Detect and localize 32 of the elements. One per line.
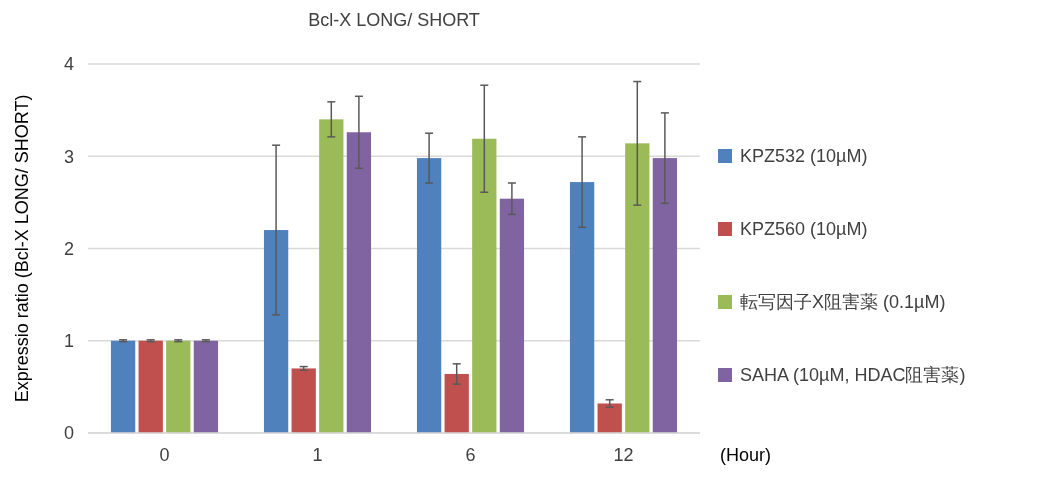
bar xyxy=(499,198,525,433)
y-tick-label: 2 xyxy=(63,238,74,259)
bar xyxy=(193,340,219,433)
x-axis-title: (Hour) xyxy=(720,445,772,465)
x-tick-label: 0 xyxy=(159,445,170,465)
bar xyxy=(416,158,442,433)
bar xyxy=(291,368,316,433)
y-tick-label: 4 xyxy=(63,54,74,75)
bar xyxy=(625,143,650,433)
y-tick-label: 0 xyxy=(63,423,74,444)
bar xyxy=(472,138,497,433)
bar xyxy=(138,340,163,433)
bar xyxy=(346,132,372,433)
y-tick-label: 3 xyxy=(63,146,74,167)
bar xyxy=(597,403,622,433)
bar xyxy=(263,230,289,433)
bar xyxy=(444,373,469,433)
bar xyxy=(569,182,595,433)
y-tick-label: 1 xyxy=(63,331,74,352)
x-tick-label: 12 xyxy=(613,445,634,465)
x-tick-label: 1 xyxy=(312,445,323,465)
bar xyxy=(166,340,191,433)
legend-label: SAHA (10µM, HDAC阻害薬) xyxy=(740,365,966,386)
x-tick-label: 6 xyxy=(465,445,476,465)
bar xyxy=(110,340,136,433)
y-axis-title: Expressio ratio (Bcl-X LONG/ SHORT) xyxy=(12,94,32,403)
chart-title: Bcl-X LONG/ SHORT xyxy=(308,10,480,30)
bar xyxy=(652,158,678,433)
legend-label: 転写因子X阻害薬 (0.1µM) xyxy=(740,292,946,313)
legend-label: KPZ560 (10µM) xyxy=(740,219,868,240)
legend-label: KPZ532 (10µM) xyxy=(740,146,868,167)
bar xyxy=(319,119,344,433)
